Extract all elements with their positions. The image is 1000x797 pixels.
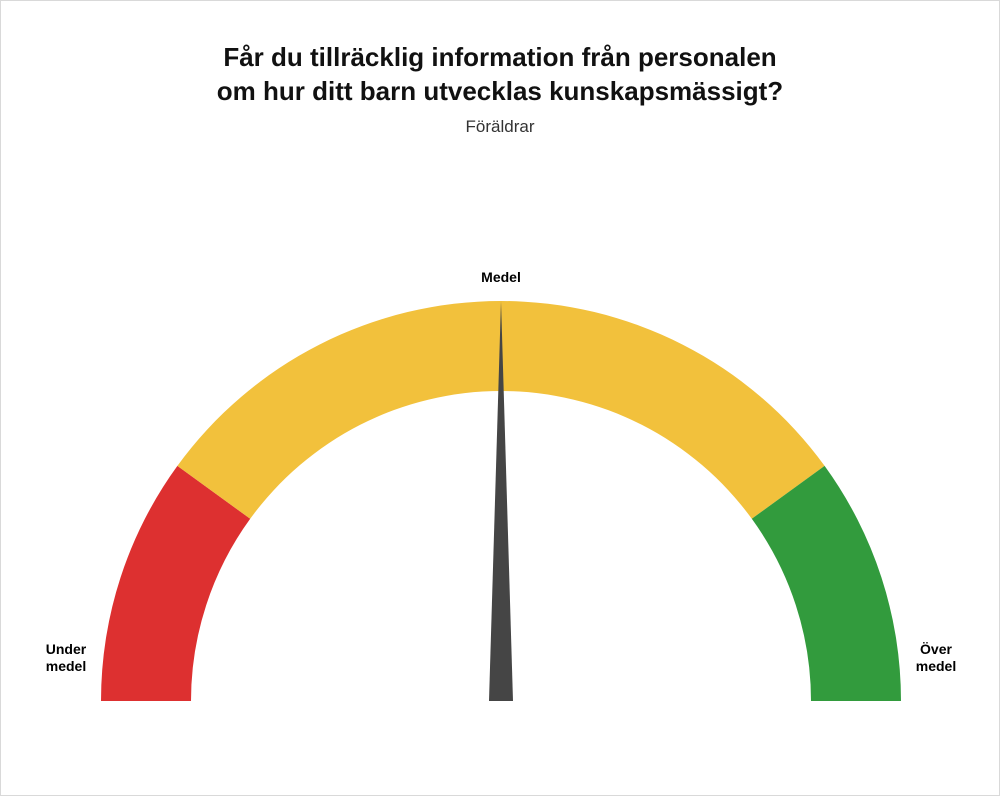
gauge-chart bbox=[1, 1, 1000, 797]
gauge-label-medel: Medel bbox=[461, 269, 541, 286]
gauge-label-over-medel: Över medel bbox=[906, 641, 966, 675]
gauge-label-under-medel: Under medel bbox=[36, 641, 96, 675]
chart-frame: Får du tillräcklig information från pers… bbox=[0, 0, 1000, 796]
